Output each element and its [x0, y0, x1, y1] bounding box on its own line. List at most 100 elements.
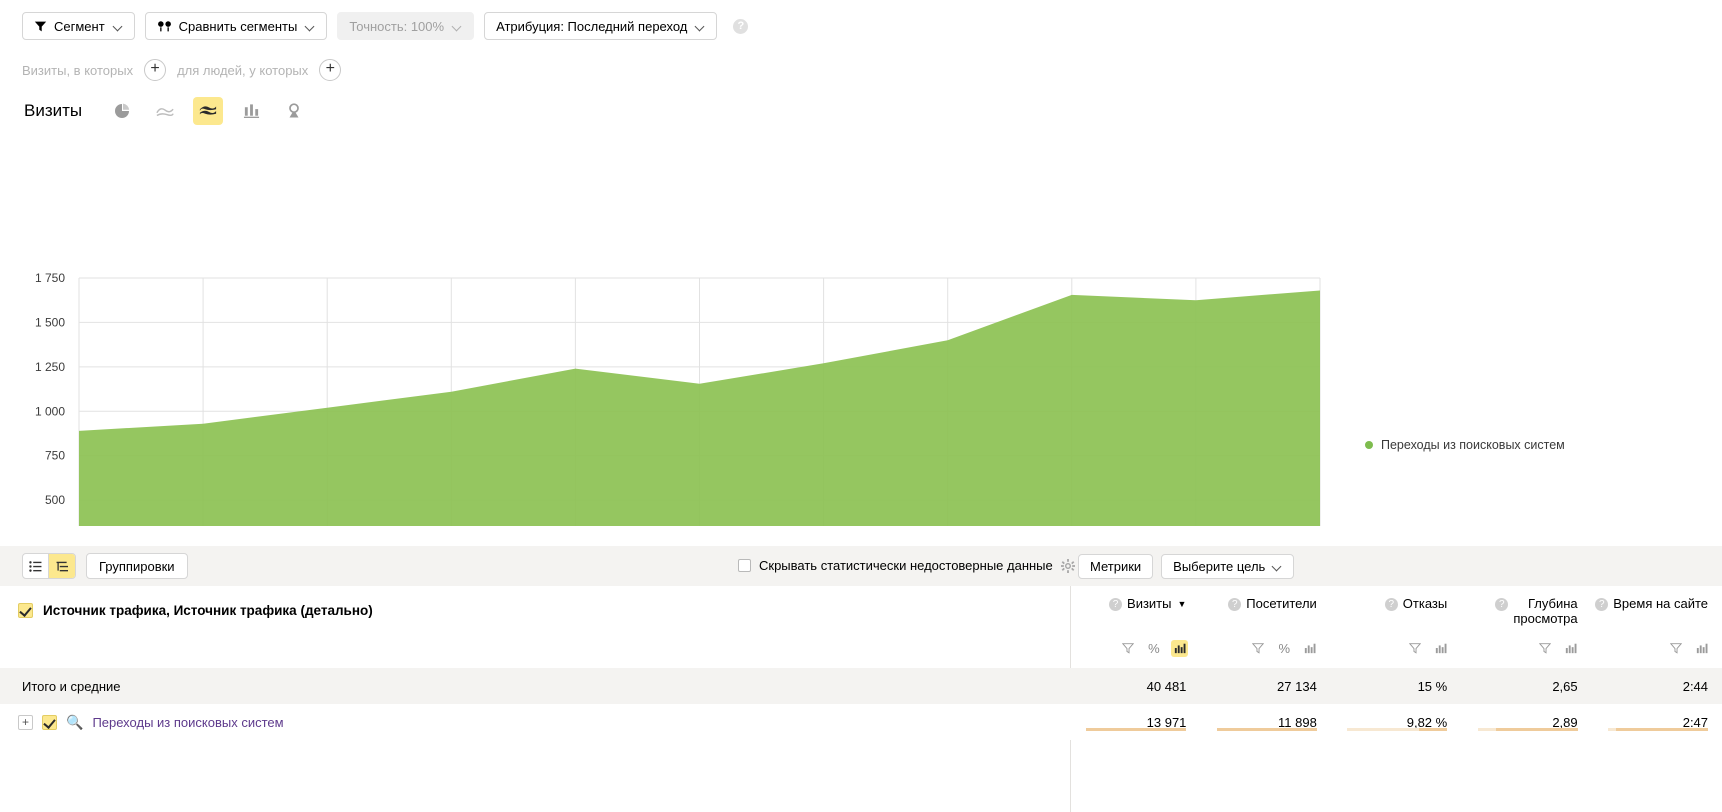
value-bar-background — [1347, 727, 1448, 731]
funnel-icon[interactable] — [1667, 640, 1684, 657]
select-goal-label: Выберите цель — [1173, 559, 1266, 574]
bar-chart-toggle-icon[interactable] — [1302, 640, 1319, 657]
list-view-icon — [29, 560, 42, 572]
sort-arrow-icon: ▼ — [1177, 599, 1187, 609]
bar-chart-toggle-icon[interactable] — [1171, 639, 1189, 657]
accuracy-button[interactable]: Точность: 100% — [337, 12, 475, 40]
totals-value-4: 2,65 — [1552, 678, 1578, 694]
table-row[interactable]: + 🔍 Переходы из поисковых систем 13 971 1… — [0, 704, 1722, 740]
row-value-1: 13 971 — [1070, 715, 1200, 731]
question-mark-icon[interactable]: ? — [1109, 598, 1123, 611]
totals-values: 40 481 27 134 15 % 2,65 2:44 — [1070, 679, 1722, 694]
totals-value-3: 15 % — [1417, 678, 1448, 694]
chart-legend[interactable]: Переходы из поисковых систем — [1365, 438, 1565, 452]
segment-button[interactable]: Сегмент — [22, 12, 135, 40]
list-view-button[interactable] — [23, 554, 49, 578]
question-mark-icon[interactable]: ? — [1384, 598, 1398, 611]
column-header-inner: ? Время на сайте — [1595, 596, 1708, 640]
attribution-button[interactable]: Атрибуция: Последний переход — [484, 12, 718, 40]
column-header-2[interactable]: ? Посетители — [1200, 588, 1330, 640]
value-bar-fill — [1616, 727, 1709, 731]
gear-icon[interactable] — [1060, 558, 1075, 573]
chart-metric-title: Визиты — [24, 101, 83, 120]
row-values: 13 971 11 898 9,82 % 2,89 2:47 — [1070, 715, 1722, 731]
question-mark-icon[interactable]: ? — [1495, 598, 1509, 611]
dimension-checkbox[interactable] — [18, 602, 33, 618]
map-chart-view-button[interactable] — [279, 97, 309, 125]
table-filter-icon-row: %% — [1070, 636, 1722, 660]
tree-view-icon — [56, 561, 68, 571]
column-chart-view-button[interactable] — [236, 97, 266, 125]
hide-unreliable-checkbox[interactable] — [738, 559, 751, 572]
attribution-label: Атрибуция: Последний переход — [496, 18, 688, 34]
column-header-5[interactable]: ? Время на сайте — [1592, 588, 1722, 640]
metrics-button[interactable]: Метрики — [1078, 554, 1154, 579]
y-axis-tick-label: 1 000 — [35, 404, 65, 418]
funnel-icon[interactable] — [1119, 640, 1136, 657]
line-chart-view-button[interactable] — [150, 97, 180, 125]
column-header-4[interactable]: ? Глубина просмотра — [1461, 588, 1591, 640]
top-toolbar: Сегмент Сравнить сегменты Точность: 100%… — [0, 0, 1722, 44]
pie-chart-view-button[interactable] — [107, 97, 137, 125]
compare-segments-button[interactable]: Сравнить сегменты — [144, 12, 328, 40]
value-bar-fill — [1419, 727, 1448, 731]
accuracy-label: Точность: 100% — [349, 18, 445, 34]
filter-icons-cell-2: % — [1200, 636, 1330, 660]
visits-condition-label: Визиты, в которых — [22, 62, 134, 78]
groupings-button[interactable]: Группировки — [86, 553, 188, 579]
metrics-buttons-group: Метрики Выберите цель — [1078, 554, 1295, 579]
segment-filter-row: Визиты, в которых + для людей, у которых… — [0, 44, 1722, 84]
search-magnifier-icon: 🔍 — [66, 713, 84, 730]
y-axis-tick-label: 750 — [45, 449, 65, 463]
line-chart-icon — [156, 108, 174, 117]
tree-view-button[interactable] — [49, 554, 75, 578]
row-source-link[interactable]: Переходы из поисковых систем — [92, 714, 284, 730]
totals-row: Итого и средние 40 481 27 134 15 % 2,65 2:44 — [0, 668, 1722, 704]
chevron-down-icon — [696, 22, 705, 31]
area-chart-icon — [200, 106, 217, 115]
row-checkbox[interactable] — [42, 714, 57, 730]
legend-color-dot — [1365, 441, 1373, 449]
percent-toggle-icon[interactable]: % — [1278, 640, 1291, 656]
column-header-inner: ? Глубина просмотра — [1495, 596, 1578, 640]
totals-value-1: 40 481 — [1146, 678, 1187, 694]
compare-segments-label: Сравнить сегменты — [178, 18, 298, 34]
column-header-3[interactable]: ? Отказы — [1331, 588, 1461, 640]
add-visit-condition-button[interactable]: + — [144, 59, 167, 81]
percent-toggle-icon[interactable]: % — [1148, 640, 1160, 656]
bar-chart-toggle-icon[interactable] — [1563, 640, 1580, 657]
expand-row-button[interactable]: + — [18, 714, 33, 730]
select-goal-button[interactable]: Выберите цель — [1161, 554, 1295, 579]
bar-chart-toggle-icon[interactable] — [1432, 640, 1449, 657]
segment-label: Сегмент — [54, 18, 105, 34]
area-chart-view-button[interactable] — [193, 97, 224, 125]
value-bar-fill — [1495, 727, 1578, 731]
column-chart-icon — [243, 104, 259, 118]
column-header-label: Посетители — [1246, 596, 1317, 611]
value-bar-fill — [1086, 727, 1187, 731]
column-header-inner: ? Визиты ▼ — [1109, 596, 1186, 640]
column-header-label: Глубина просмотра — [1513, 596, 1578, 626]
row-value-2: 11 898 — [1200, 715, 1330, 731]
area-series-0[interactable] — [79, 290, 1320, 589]
dimension-header: Источник трафика, Источник трафика (дета… — [0, 592, 1070, 628]
totals-value-5: 2:44 — [1682, 678, 1709, 694]
chevron-down-icon — [1273, 562, 1282, 571]
hide-unreliable-container: Скрывать статистически недостоверные дан… — [738, 558, 1075, 573]
column-header-inner: ? Отказы — [1384, 596, 1447, 640]
question-mark-icon[interactable]: ? — [1228, 598, 1242, 611]
column-header-1[interactable]: ? Визиты ▼ — [1070, 588, 1200, 640]
add-people-condition-button[interactable]: + — [319, 59, 342, 81]
funnel-icon[interactable] — [1537, 640, 1554, 657]
funnel-icon[interactable] — [1406, 640, 1423, 657]
help-icon[interactable]: ? — [733, 18, 749, 34]
table-column-headers: ? Визиты ▼? Посетители ? Отказы? Глубина просмо… — [1070, 588, 1722, 640]
hide-unreliable-label: Скрывать статистически недостоверные дан… — [759, 558, 1053, 573]
bar-chart-toggle-icon[interactable] — [1693, 640, 1710, 657]
funnel-icon[interactable] — [1250, 640, 1267, 657]
question-mark-icon[interactable]: ? — [1595, 598, 1609, 611]
funnel-icon — [34, 21, 47, 31]
filter-icons-cell-1: % — [1070, 636, 1200, 660]
